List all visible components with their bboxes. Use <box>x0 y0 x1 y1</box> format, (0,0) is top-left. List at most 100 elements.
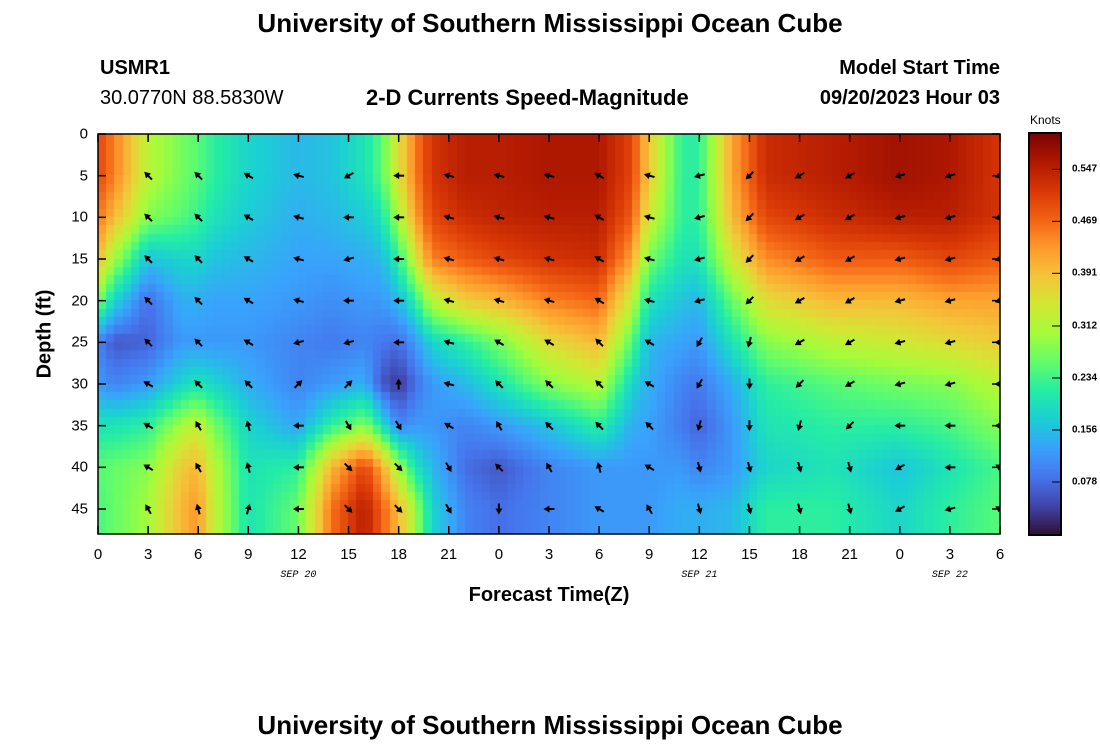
current-vector <box>243 297 254 305</box>
current-vector <box>794 172 805 179</box>
current-vector <box>643 255 655 263</box>
current-vector <box>245 420 252 432</box>
current-vector <box>644 339 655 346</box>
current-vector <box>745 254 755 263</box>
current-vector <box>494 380 504 389</box>
colorbar-tick-label: 0.547 <box>1072 163 1098 175</box>
current-vector <box>595 462 603 473</box>
current-vector <box>595 380 604 389</box>
current-vector <box>643 172 655 180</box>
x-tick-label: 12 <box>690 546 708 563</box>
current-vector <box>194 338 203 347</box>
current-vector <box>496 420 503 431</box>
current-vector <box>644 381 655 388</box>
current-vector <box>794 338 805 346</box>
x-tick-label: 9 <box>244 546 253 563</box>
current-vector <box>944 505 956 513</box>
current-vector <box>293 338 305 346</box>
y-tick-label: 35 <box>71 417 88 435</box>
current-vector <box>293 255 305 263</box>
current-vector <box>695 503 703 515</box>
current-vector <box>194 296 203 306</box>
current-vector <box>794 213 805 221</box>
current-vector <box>795 379 805 388</box>
current-vector <box>393 255 405 263</box>
y-tick-label: 25 <box>71 333 88 351</box>
current-vector <box>944 255 956 263</box>
current-vector <box>796 420 804 431</box>
current-vector <box>745 420 753 432</box>
current-vector <box>395 378 403 390</box>
x-tick-label: 3 <box>945 546 955 563</box>
current-vector <box>796 461 803 473</box>
current-vector <box>746 336 753 348</box>
current-vector <box>493 255 505 263</box>
current-vector <box>194 213 203 222</box>
current-vector <box>343 462 353 472</box>
current-vector <box>445 503 452 514</box>
current-vector <box>343 255 355 263</box>
current-vector <box>493 214 505 221</box>
current-vector <box>393 172 405 180</box>
current-vector <box>543 297 555 305</box>
current-vector <box>393 338 405 346</box>
current-vector <box>944 422 956 430</box>
current-vector <box>543 172 555 180</box>
current-vector <box>944 172 956 179</box>
current-vector <box>894 422 906 430</box>
current-vector <box>292 422 304 430</box>
current-vector <box>443 172 455 180</box>
current-vector <box>244 380 253 389</box>
current-vector <box>243 214 254 221</box>
current-vector <box>844 255 855 262</box>
current-vector <box>944 463 956 471</box>
current-vector <box>745 378 753 390</box>
current-vector <box>245 462 252 473</box>
current-vector <box>493 172 505 180</box>
current-vector <box>745 503 753 515</box>
current-vector <box>293 172 305 180</box>
current-vector <box>894 172 906 179</box>
current-vector <box>944 380 956 388</box>
current-vector <box>243 172 254 180</box>
current-vector <box>844 380 855 387</box>
plot-frame <box>97 133 1001 535</box>
current-vector <box>195 462 202 473</box>
current-vector <box>644 464 655 471</box>
y-tick-label: 20 <box>71 292 88 310</box>
current-vector <box>543 214 555 221</box>
current-vector <box>395 420 402 431</box>
current-vector <box>293 380 303 389</box>
station-coordinates: 30.0770N 88.5830W <box>100 87 284 109</box>
current-vector <box>696 378 703 389</box>
current-vector <box>443 380 455 388</box>
current-vector <box>443 214 455 221</box>
colorbar <box>1030 134 1060 534</box>
current-vector <box>694 297 705 304</box>
current-vector <box>846 503 853 515</box>
chart-subtitle: 2-D Currents Speed-Magnitude <box>366 85 689 110</box>
x-tick-label: 3 <box>143 546 153 563</box>
x-tick-label: 15 <box>741 546 758 563</box>
x-tick-label: 6 <box>995 546 1005 563</box>
current-vector <box>343 172 354 179</box>
colorbar-tick-label: 0.312 <box>1072 320 1098 332</box>
current-vector <box>845 421 855 430</box>
y-tick-label: 10 <box>71 208 88 226</box>
current-vector <box>645 421 654 431</box>
current-vector <box>444 422 455 430</box>
x-tick-label: 21 <box>440 546 458 563</box>
current-vector <box>144 338 153 347</box>
current-vector <box>194 503 202 515</box>
y-tick-label: 30 <box>71 375 88 393</box>
current-vector <box>443 297 455 305</box>
current-vector <box>544 339 555 346</box>
x-tick-label: 6 <box>194 546 203 563</box>
current-vector <box>694 255 705 263</box>
x-tick-label: 3 <box>544 546 554 563</box>
current-vector <box>595 421 604 431</box>
current-vector <box>646 504 653 515</box>
current-vector <box>194 171 203 181</box>
current-vector <box>494 463 504 472</box>
colorbar-border <box>1028 132 1062 536</box>
